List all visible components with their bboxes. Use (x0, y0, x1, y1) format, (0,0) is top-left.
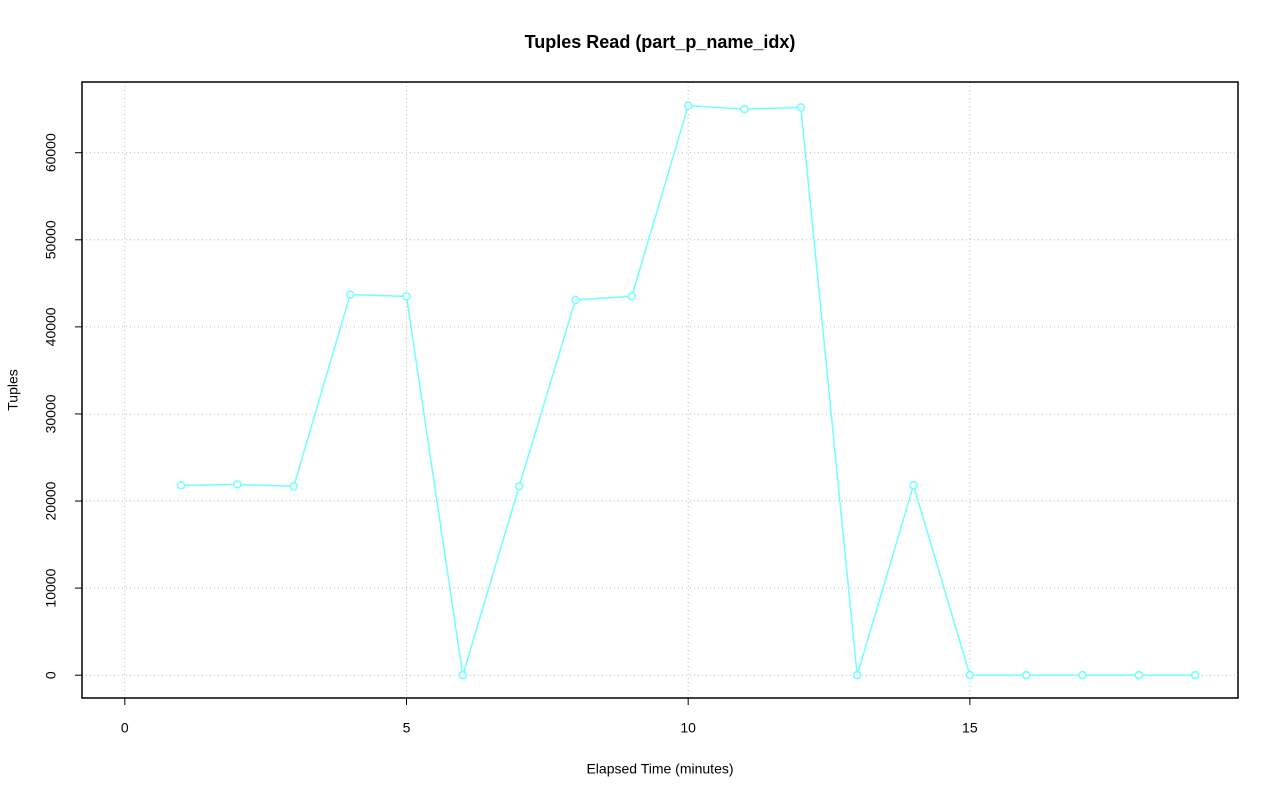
data-point (796, 103, 806, 112)
data-point (740, 104, 749, 114)
x-tick-label: 0 (121, 720, 129, 736)
chart-title: Tuples Read (part_p_name_idx) (525, 32, 796, 52)
y-tick-label: 40000 (43, 307, 59, 346)
data-point (1134, 670, 1144, 680)
data-point (458, 670, 468, 680)
y-tick-label: 20000 (43, 481, 59, 520)
data-point (289, 481, 299, 491)
data-point (571, 295, 580, 305)
data-point (627, 292, 637, 301)
data-point (514, 481, 524, 491)
x-tick-label: 10 (680, 720, 696, 736)
data-point (1021, 670, 1031, 680)
y-tick-label: 0 (43, 671, 59, 679)
data-point (402, 292, 411, 301)
data-point (683, 101, 693, 110)
data-point (965, 670, 975, 680)
y-tick-label: 30000 (43, 394, 59, 433)
plot-frame (81, 81, 1239, 699)
x-tick-label: 5 (403, 720, 411, 736)
data-point (345, 290, 355, 299)
x-tick-label: 15 (962, 720, 978, 736)
data-point (1078, 670, 1087, 680)
y-tick-label: 10000 (43, 568, 59, 607)
data-point (176, 481, 186, 490)
y-axis-title: Tuples (5, 369, 21, 411)
y-tick-label: 60000 (43, 133, 59, 172)
x-axis-title: Elapsed Time (minutes) (586, 761, 733, 777)
y-tick-label: 50000 (43, 220, 59, 259)
data-point (233, 480, 242, 489)
data-point (1190, 670, 1200, 680)
data-point (909, 481, 918, 490)
data-point (852, 670, 862, 680)
